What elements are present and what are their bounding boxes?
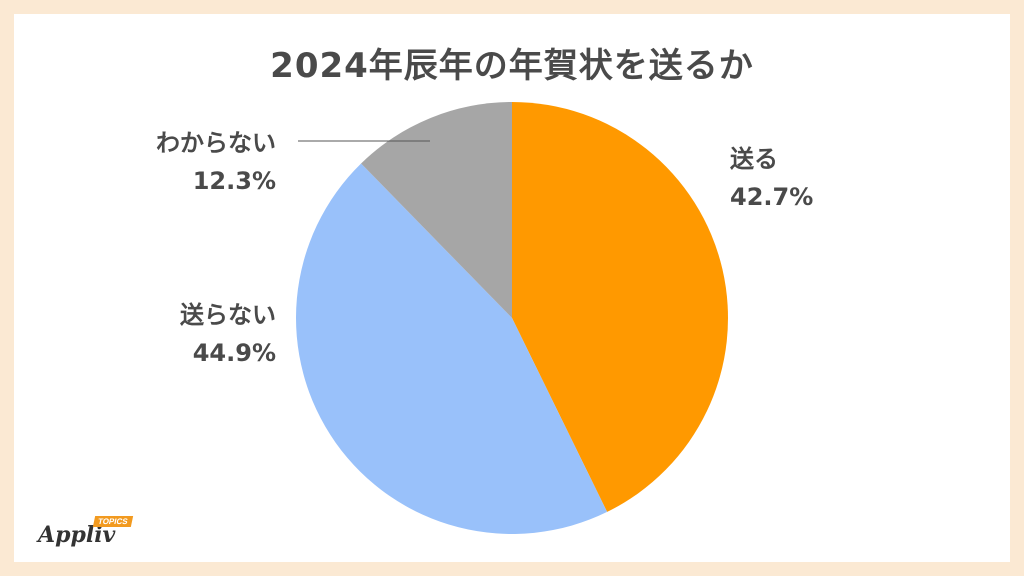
slice-value: 12.3%	[192, 167, 276, 195]
chart-title: 2024年辰年の年賀状を送るか	[270, 46, 754, 86]
pie-slice-okuru	[512, 102, 728, 512]
pie-slice-okuranai	[296, 163, 608, 534]
slice-name: わからない	[156, 129, 276, 157]
slice-name: 送る	[730, 145, 778, 173]
slice-label-wakaranai: わからない 12.3%	[120, 124, 276, 200]
topics-badge: TOPICS	[92, 516, 133, 527]
slice-value: 44.9%	[192, 339, 276, 367]
pie-slice-wakaranai	[361, 102, 512, 318]
slice-value: 42.7%	[730, 183, 814, 211]
slice-label-okuru: 送る 42.7%	[730, 140, 813, 216]
slice-label-okuranai: 送らない 44.9%	[156, 296, 276, 372]
slice-name: 送らない	[180, 301, 276, 329]
